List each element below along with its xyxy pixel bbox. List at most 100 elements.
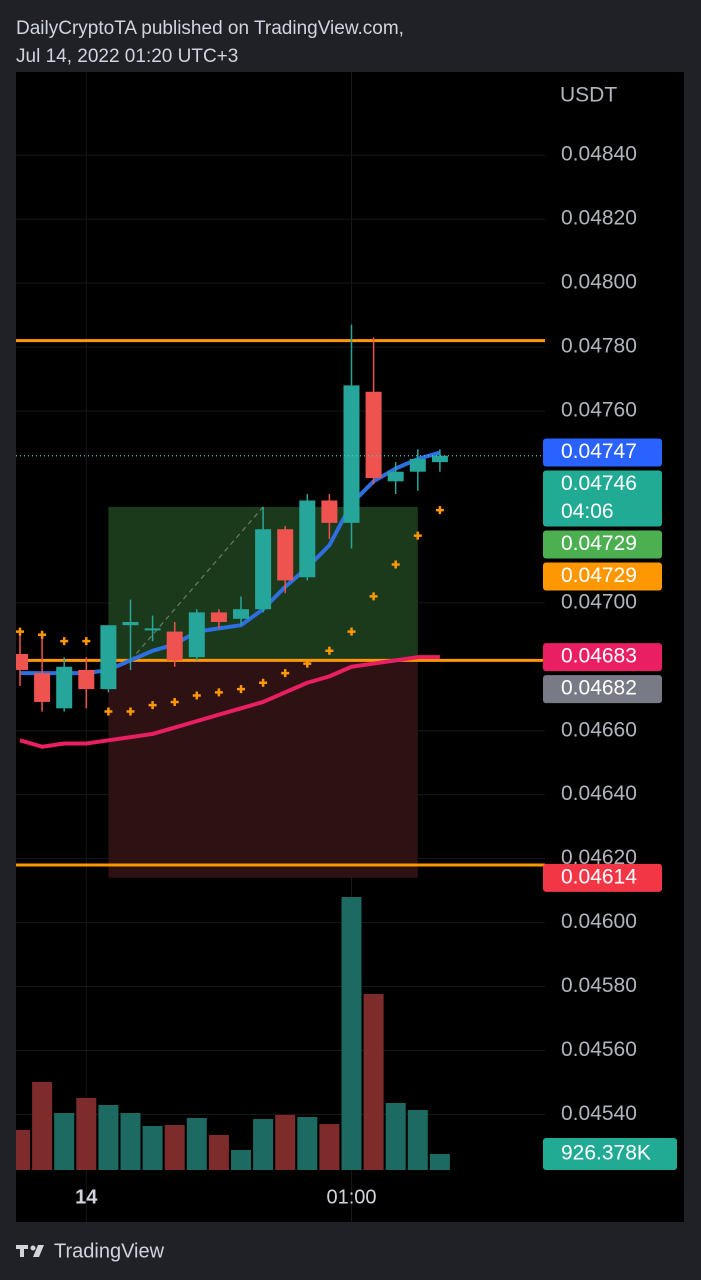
position-path <box>130 506 264 661</box>
sar-point <box>281 669 290 678</box>
volume-bar <box>385 1103 406 1170</box>
y-tick-label: 0.04640 <box>561 782 637 805</box>
price-badge <box>543 643 662 672</box>
y-tick-label: 0.04580 <box>561 974 637 997</box>
plot <box>16 72 545 1222</box>
candle-body <box>166 631 183 661</box>
sar-point <box>369 592 378 601</box>
y-tick-label: 0.04840 <box>561 143 637 166</box>
volume-bar <box>275 1114 296 1170</box>
sar-point <box>303 659 312 668</box>
volume-bar <box>98 1104 119 1170</box>
candle-body <box>299 500 316 578</box>
sar-point <box>259 678 268 687</box>
candle-body <box>56 666 73 709</box>
volume-bar <box>253 1118 274 1170</box>
volume-bar <box>208 1134 229 1170</box>
x-tick-label: 14 <box>75 1186 98 1208</box>
sar-point <box>82 637 91 646</box>
candle-body <box>431 455 448 463</box>
candle-body <box>100 625 117 690</box>
price-badge-countdown: 04:06 <box>561 500 614 523</box>
candle-body <box>78 669 95 690</box>
y-tick-label: 0.04540 <box>561 1102 637 1125</box>
volume-bar <box>407 1110 428 1170</box>
y-tick-label: 0.04800 <box>561 271 637 294</box>
header-author: DailyCryptoTA published on TradingView.c… <box>16 18 404 39</box>
volume-bar <box>231 1150 251 1170</box>
y-tick-label: 0.04760 <box>561 399 637 422</box>
price-badge-label: 0.04683 <box>561 645 637 668</box>
footer-brand: TradingView <box>54 1240 165 1262</box>
price-badge-label: 0.04747 <box>561 440 637 463</box>
candle-body <box>188 612 205 658</box>
volume-bar <box>54 1113 75 1170</box>
price-badge-label: 0.04746 <box>561 472 637 495</box>
price-badge-label: 0.04614 <box>561 865 637 888</box>
footer-logo <box>16 1245 44 1257</box>
moving-average-line <box>19 655 440 749</box>
price-badge <box>543 530 662 559</box>
candle-body <box>409 458 426 472</box>
sar-point <box>38 630 47 639</box>
axis: 0.045400.045600.045800.046000.046200.046… <box>75 143 677 1208</box>
volume-bar <box>120 1113 141 1170</box>
volume-bar <box>32 1082 53 1170</box>
price-badge-label: 0.04729 <box>561 532 637 555</box>
price-badge <box>543 438 662 467</box>
volume-bar <box>363 994 384 1170</box>
sar-point <box>104 707 113 716</box>
x-tick-label: 01:00 <box>326 1186 376 1208</box>
price-badge <box>543 562 662 591</box>
volume-bar <box>186 1117 207 1170</box>
y-tick-label: 0.04660 <box>561 718 637 741</box>
candle-body <box>16 653 28 670</box>
price-badge <box>543 470 662 527</box>
candle-body <box>343 385 360 523</box>
candle-body <box>365 391 382 479</box>
volume-badge <box>543 1138 677 1171</box>
candle-body <box>387 471 404 482</box>
candle-body <box>34 673 51 702</box>
sar-point <box>435 506 444 515</box>
sar-point <box>325 646 334 655</box>
volume-bar <box>76 1097 97 1170</box>
candle-body <box>233 609 249 619</box>
sar-point <box>16 627 24 636</box>
y-tick-label: 0.04560 <box>561 1038 637 1061</box>
position-loss <box>108 660 418 878</box>
sar-point <box>60 637 69 646</box>
candle-body <box>277 529 294 581</box>
y-tick-label: 0.04620 <box>561 846 637 869</box>
sar-point <box>391 560 400 569</box>
volume-bar <box>319 1124 340 1170</box>
volume-bar <box>164 1124 185 1170</box>
sar-point <box>148 701 157 710</box>
sar-point <box>170 697 179 706</box>
sar-point <box>413 531 422 540</box>
price-badge <box>543 675 662 704</box>
volume-bar <box>16 1130 30 1170</box>
candle-body <box>255 529 272 610</box>
y-tick-label: 0.04600 <box>561 910 637 933</box>
volume-bar <box>297 1116 318 1170</box>
unit-label: USDT <box>560 84 617 107</box>
sar-point <box>126 707 135 716</box>
volume-bar <box>341 897 362 1170</box>
price-badge <box>543 863 662 892</box>
volume-badge-label: 926.378K <box>561 1142 651 1165</box>
sar-point <box>192 691 201 700</box>
volume-bar <box>429 1154 450 1170</box>
candle-body <box>210 612 227 622</box>
sar-point <box>214 688 223 697</box>
price-badge-label: 0.04682 <box>561 677 637 700</box>
candle-body <box>321 500 338 523</box>
volume-bar <box>142 1125 163 1170</box>
y-tick-label: 0.04700 <box>561 590 637 613</box>
header-date: Jul 14, 2022 01:20 UTC+3 <box>16 46 238 67</box>
y-tick-label: 0.04820 <box>561 207 637 230</box>
price-badge-label: 0.04729 <box>561 564 637 587</box>
candle-body <box>144 628 161 631</box>
candle-body <box>122 622 139 626</box>
sar-point <box>347 627 356 636</box>
